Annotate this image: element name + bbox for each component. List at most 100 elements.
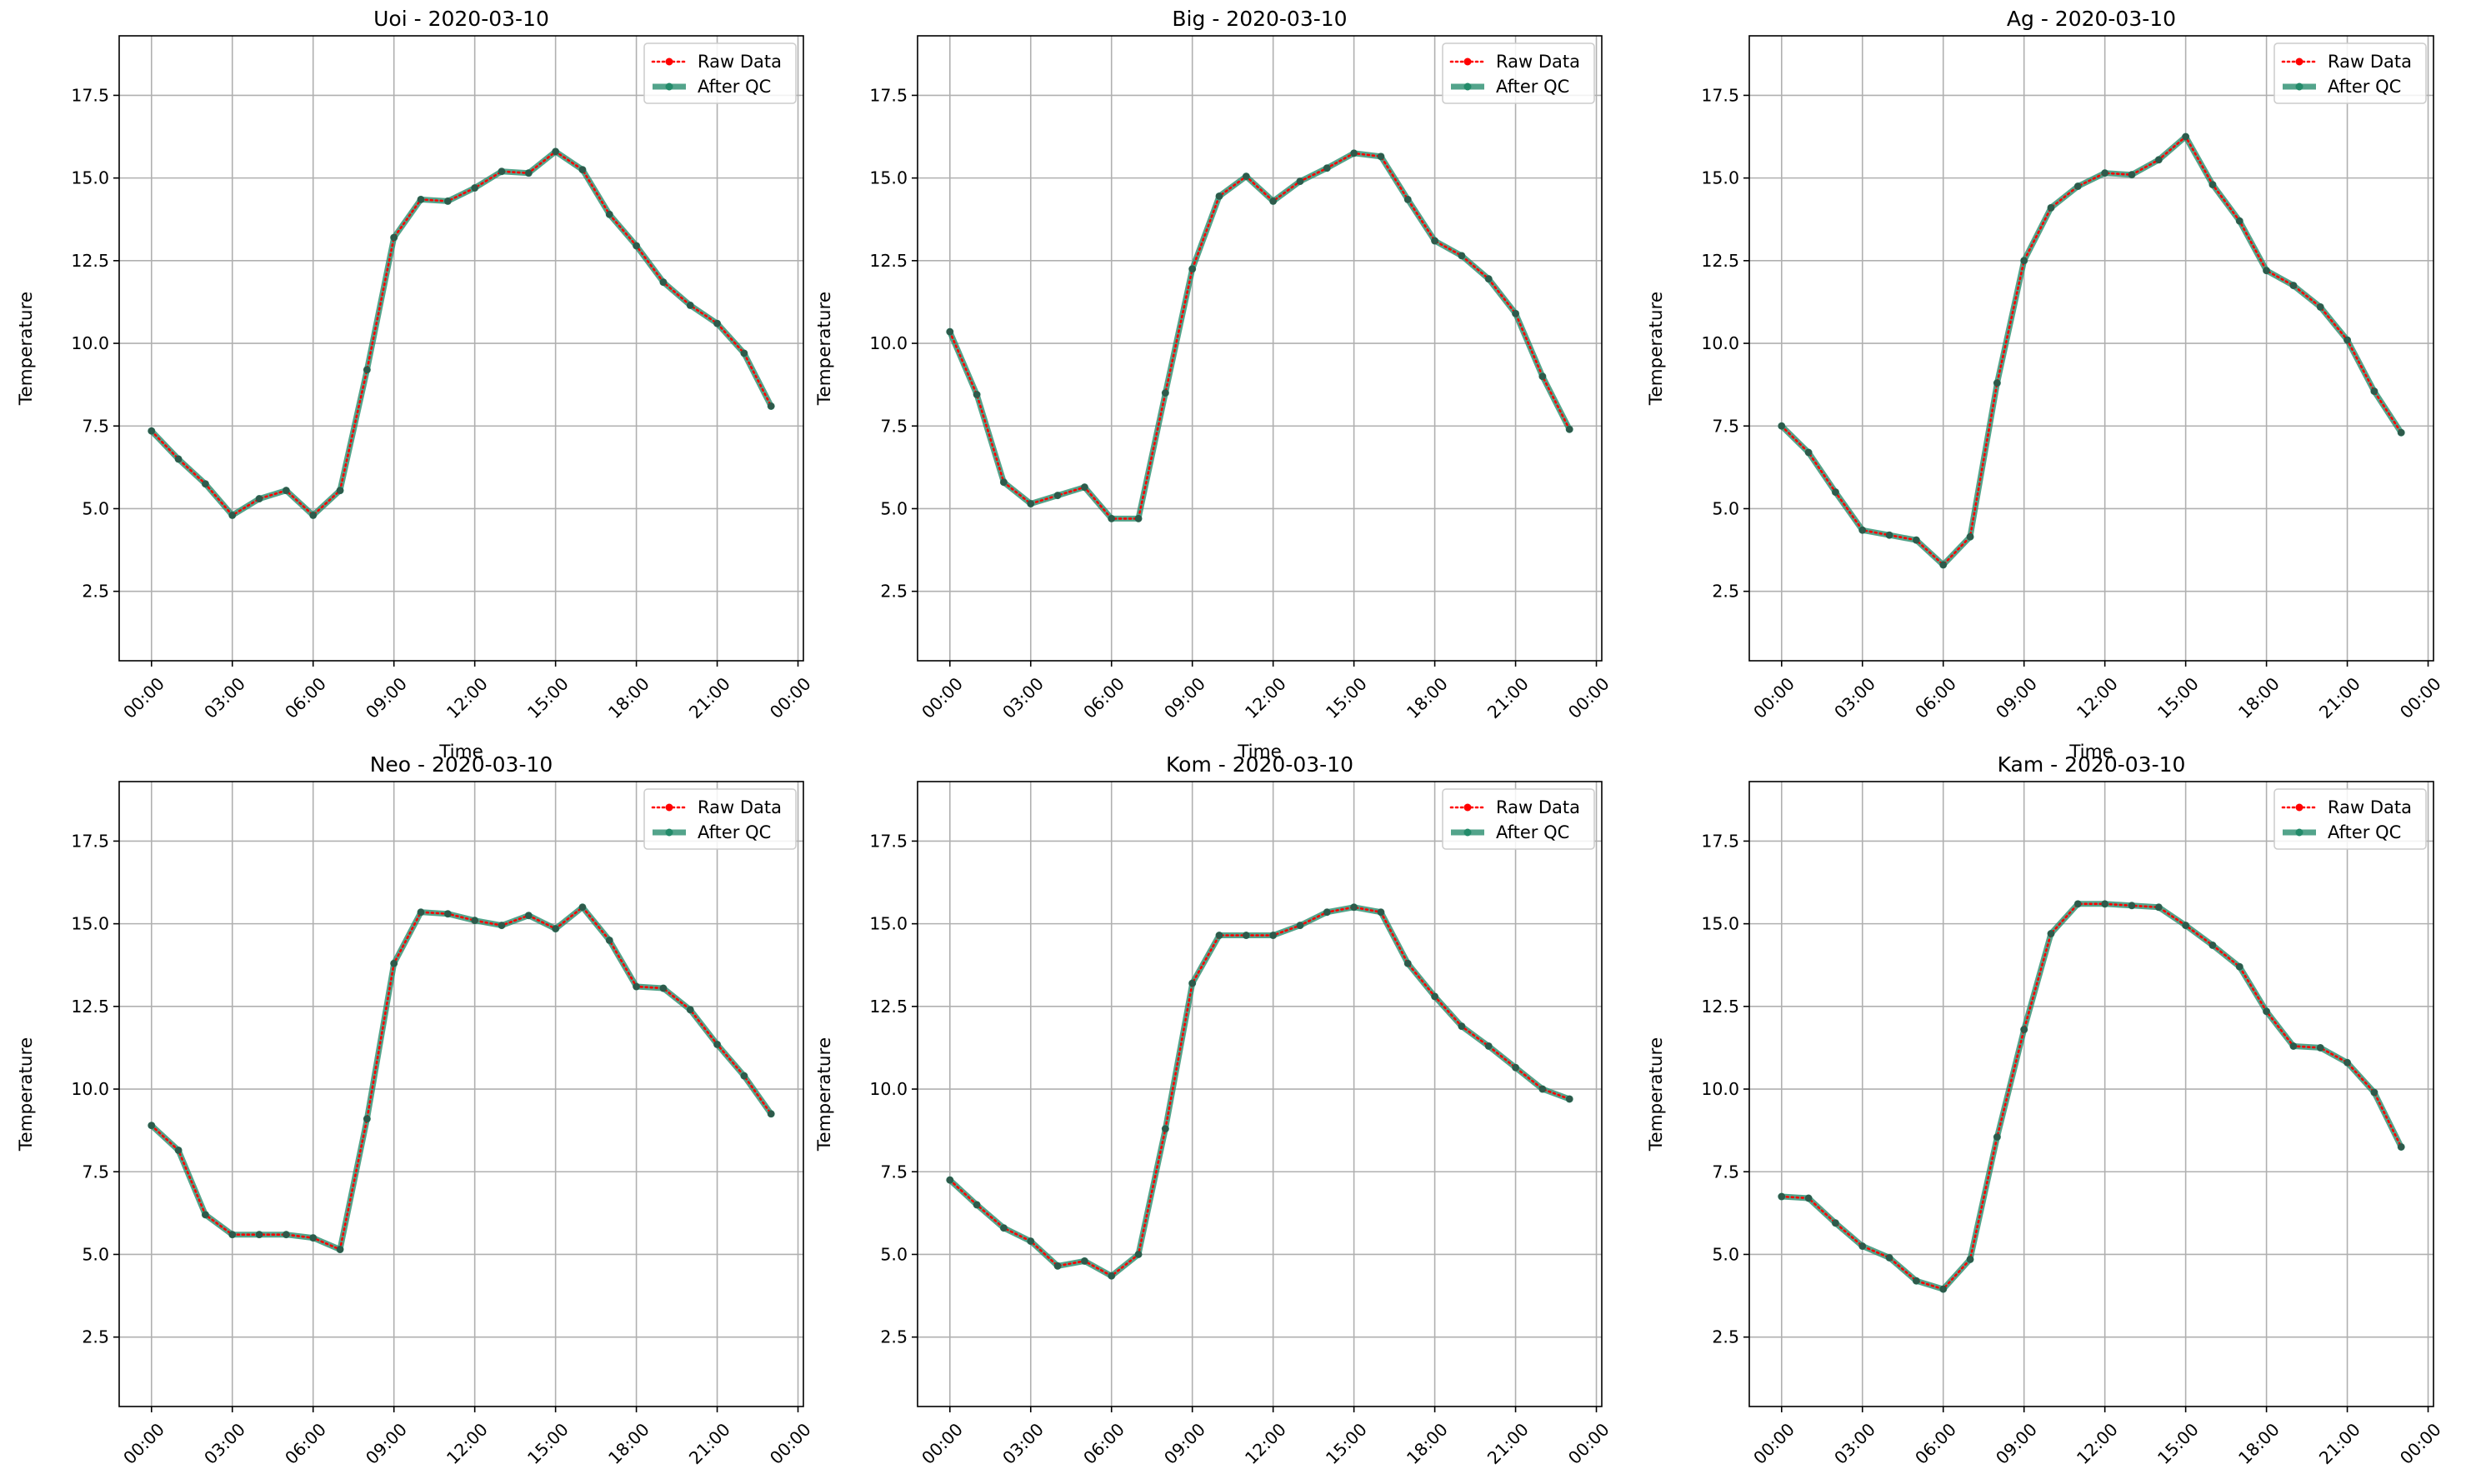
raw-data-point	[1566, 1095, 1573, 1103]
raw-data-point	[578, 166, 587, 173]
raw-data-point	[2398, 428, 2405, 437]
raw-data-point	[255, 495, 263, 502]
x-tick-label: 15:00	[1322, 1419, 1371, 1468]
x-tick-label: 06:00	[1079, 1419, 1128, 1468]
legend-label-after-qc: After QC	[698, 77, 771, 97]
x-tick-label: 03:00	[200, 673, 249, 722]
y-tick-label: 12.5	[869, 251, 908, 271]
y-tick-label: 12.5	[1701, 251, 1739, 271]
raw-data-point	[1350, 903, 1358, 911]
plot-frame	[917, 35, 1603, 662]
x-tick-label: 21:00	[685, 673, 734, 722]
raw-data-point	[1431, 992, 1438, 1001]
x-tick-label: 12:00	[2073, 1419, 2122, 1468]
raw-data-point	[1858, 1242, 1866, 1250]
y-tick-label: 7.5	[82, 416, 109, 436]
y-tick-label: 10.0	[71, 1079, 109, 1099]
raw-data-point	[2343, 1059, 2351, 1067]
series-line-after-qc	[1779, 133, 2404, 568]
x-tick-label: 18:00	[2234, 1419, 2283, 1468]
y-tick-label: 12.5	[869, 997, 908, 1017]
raw-data-point	[2317, 303, 2324, 311]
raw-data-point	[687, 302, 694, 309]
raw-data-point	[2020, 257, 2028, 265]
x-tick-label: 03:00	[1830, 673, 1879, 722]
y-tick-label: 15.0	[71, 168, 109, 188]
raw-data-point	[1000, 478, 1008, 486]
x-tick-label: 15:00	[523, 673, 573, 722]
legend: Raw Data After QC	[1442, 42, 1595, 104]
raw-data-point	[1081, 483, 1088, 491]
raw-data-point	[1485, 275, 1493, 282]
x-tick-label: 18:00	[604, 1419, 653, 1468]
chart-title: Kom - 2020-03-10	[1166, 752, 1353, 777]
raw-data-point	[578, 903, 587, 911]
y-tick-label: 5.0	[1712, 498, 1739, 518]
y-tick-label: 17.5	[1701, 85, 1739, 105]
x-tick-label: 09:00	[362, 673, 411, 722]
raw-data-point	[417, 196, 425, 203]
x-tick-label: 00:00	[1564, 673, 1613, 722]
x-tick-label: 18:00	[604, 673, 653, 722]
legend-label-raw-data: Raw Data	[2328, 797, 2412, 817]
y-tick-label: 10.0	[1701, 333, 1739, 353]
x-tick-label: 03:00	[998, 1419, 1048, 1468]
x-tick-label: 06:00	[281, 1419, 330, 1468]
raw-data-point	[283, 487, 290, 494]
y-tick-label: 15.0	[869, 914, 908, 934]
raw-data-point	[1027, 1237, 1034, 1245]
series-line-raw-data	[948, 906, 1571, 1277]
raw-data-point	[1458, 252, 1466, 260]
legend-raw-data-marker	[665, 57, 673, 66]
x-axis-label: Time	[438, 742, 483, 762]
series-line-after-qc	[149, 148, 774, 518]
legend-raw-data-marker	[2295, 57, 2303, 66]
raw-data-point	[1431, 237, 1438, 245]
raw-data-point	[946, 327, 953, 336]
raw-data-point	[148, 1122, 155, 1129]
raw-data-point	[946, 1176, 953, 1184]
x-tick-label: 15:00	[2153, 1419, 2203, 1468]
raw-data-point	[552, 925, 559, 932]
raw-data-point	[606, 937, 613, 944]
raw-data-point	[1858, 527, 1866, 534]
x-tick-label: 06:00	[1911, 1419, 1960, 1468]
raw-data-point	[1566, 426, 1573, 433]
raw-data-point	[2074, 900, 2082, 908]
y-tick-label: 7.5	[880, 1162, 908, 1182]
raw-data-point	[2128, 171, 2136, 178]
raw-data-point	[202, 1211, 209, 1219]
raw-data-point	[1215, 192, 1223, 200]
y-tick-label: 12.5	[1701, 997, 1739, 1017]
y-tick-label: 10.0	[869, 1079, 908, 1099]
x-tick-label: 12:00	[1241, 673, 1290, 722]
y-axis-label: Temperature	[16, 292, 37, 406]
raw-data-point	[228, 512, 236, 519]
x-tick-label: 09:00	[1992, 1419, 2041, 1468]
raw-data-point	[1134, 515, 1143, 522]
raw-data-point	[363, 1115, 371, 1122]
series-line-after-qc	[947, 150, 1573, 522]
chart-title: Big - 2020-03-10	[1172, 7, 1347, 31]
legend-label-raw-data: Raw Data	[1496, 797, 1580, 817]
y-tick-label: 2.5	[880, 582, 908, 602]
raw-data-point	[1404, 960, 1412, 967]
subplot: 2.5 5.0 7.5 10.0 12.5 15.0 17.5 00:00 03:00 06:00…	[814, 7, 1613, 762]
raw-data-point	[973, 391, 981, 398]
series-line-after-qc	[1781, 901, 2404, 1292]
raw-data-point	[2343, 336, 2351, 344]
legend-raw-data-marker	[665, 803, 673, 812]
raw-data-point	[1188, 265, 1196, 272]
raw-data-point	[1939, 561, 1947, 569]
raw-data-point	[1000, 1224, 1008, 1232]
y-tick-label: 15.0	[1701, 914, 1739, 934]
raw-data-point	[2236, 217, 2243, 225]
raw-data-point	[1458, 1022, 1466, 1030]
y-tick-label: 7.5	[1712, 416, 1739, 436]
raw-data-point	[1053, 492, 1062, 499]
legend-label-raw-data: Raw Data	[698, 797, 782, 817]
y-tick-label: 15.0	[869, 168, 908, 188]
raw-data-point	[1913, 536, 1920, 544]
x-tick-label: 21:00	[2315, 1419, 2364, 1468]
raw-data-point	[444, 197, 452, 205]
